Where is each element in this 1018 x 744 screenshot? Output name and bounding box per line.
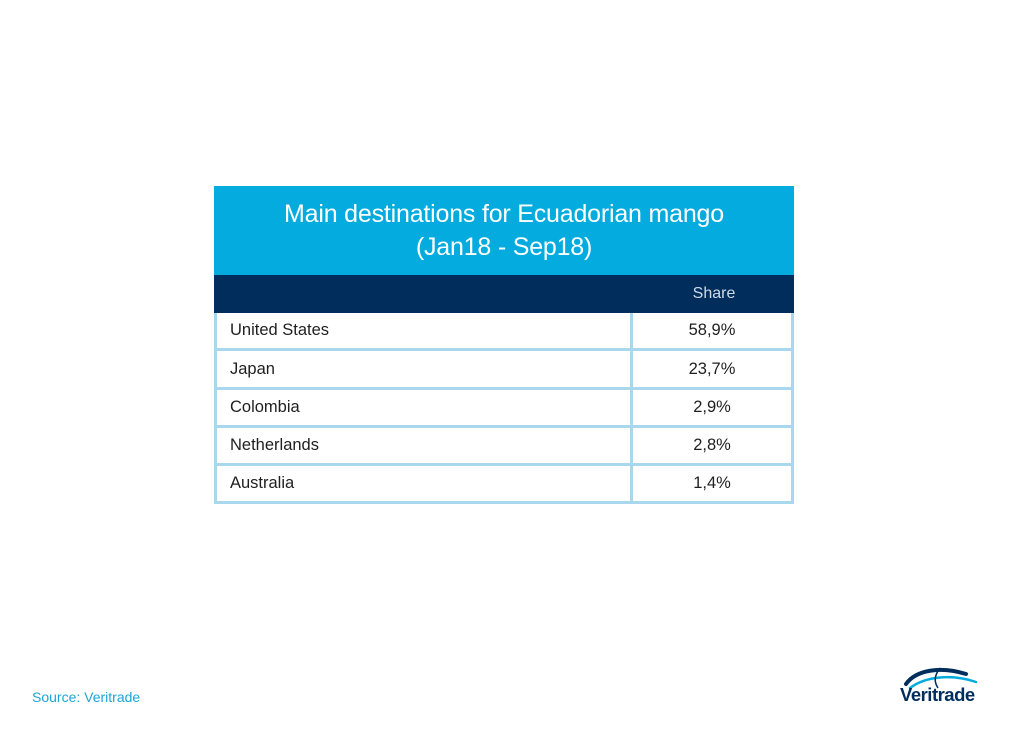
source-note: Source: Veritrade xyxy=(32,689,141,705)
table-row: Australia 1,4% xyxy=(217,466,791,501)
share-cell: 58,9% xyxy=(688,321,736,339)
table-title: Main destinations for Ecuadorian mango (… xyxy=(284,199,724,261)
table-row: Colombia 2,9% xyxy=(217,390,791,428)
table-body: United States 58,9% Japan 23,7% Colombia… xyxy=(214,313,794,504)
share-cell: 2,9% xyxy=(693,398,731,416)
country-cell: Colombia xyxy=(217,390,633,425)
country-cell: Japan xyxy=(217,351,633,387)
table-row: Japan 23,7% xyxy=(217,351,791,390)
veritrade-logo: Veritrade xyxy=(900,666,984,710)
table-header: Share xyxy=(214,275,794,313)
country-cell: Netherlands xyxy=(217,428,633,463)
country-cell: Australia xyxy=(217,466,633,501)
share-cell: 23,7% xyxy=(688,359,736,378)
share-cell: 2,8% xyxy=(693,436,731,454)
table-row: United States 58,9% xyxy=(217,313,791,351)
share-cell: 1,4% xyxy=(693,474,731,492)
globe-swoosh-icon xyxy=(904,667,978,690)
destinations-table: Main destinations for Ecuadorian mango (… xyxy=(214,186,794,504)
table-row: Netherlands 2,8% xyxy=(217,428,791,466)
column-header-share: Share xyxy=(692,285,736,302)
country-cell: United States xyxy=(217,313,633,348)
logo-wordmark: Veritrade xyxy=(900,684,975,705)
table-title-band: Main destinations for Ecuadorian mango (… xyxy=(214,186,794,275)
